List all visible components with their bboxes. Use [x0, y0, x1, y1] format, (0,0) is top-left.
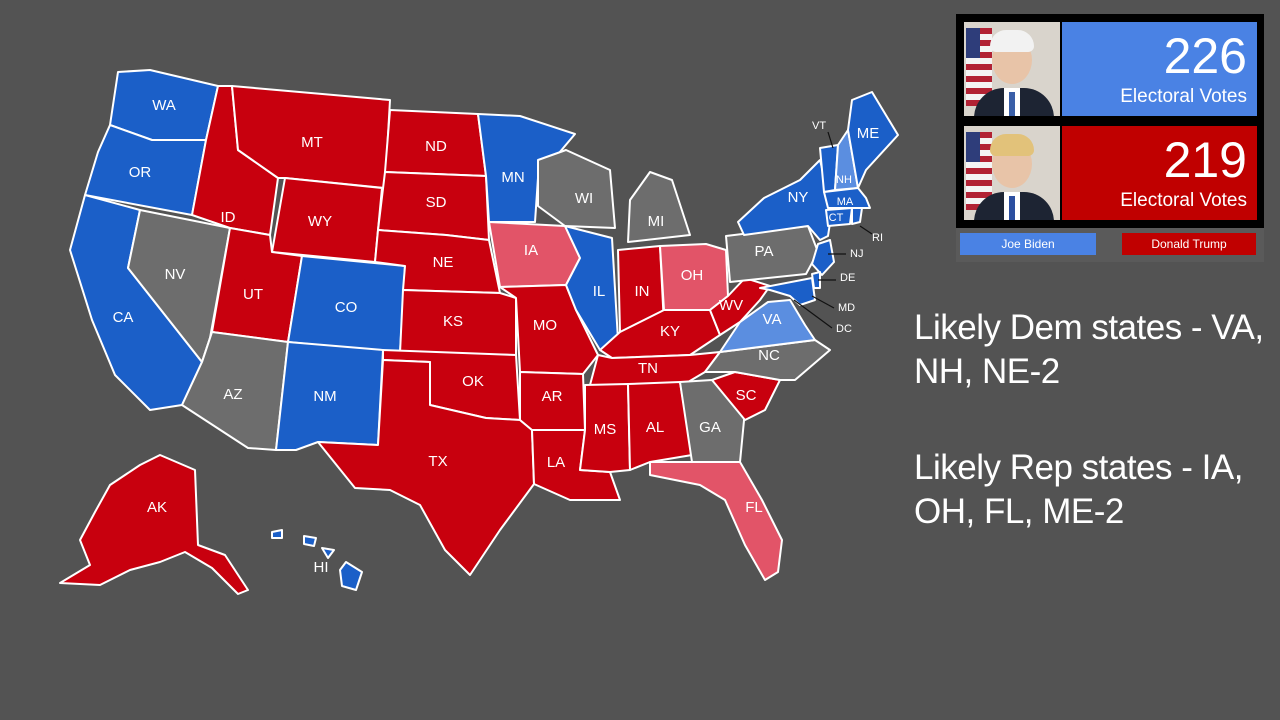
- state-label-ut: UT: [243, 286, 263, 303]
- state-label-oh: OH: [681, 267, 704, 284]
- state-label-ne: NE: [433, 254, 454, 271]
- state-label-pa: PA: [755, 243, 774, 260]
- state-label-de: DE: [840, 272, 855, 284]
- state-wv[interactable]: [709, 277, 771, 336]
- state-ak[interactable]: [59, 454, 249, 595]
- state-label-la: LA: [547, 454, 565, 471]
- likely-rep-line-2: OH, FL, ME-2: [914, 492, 1124, 531]
- state-label-sd: SD: [426, 194, 447, 211]
- rep-electoral-votes-label: Electoral Votes: [1120, 190, 1247, 211]
- state-hi[interactable]: [271, 529, 363, 591]
- state-label-ca: CA: [113, 309, 134, 326]
- state-label-wv: WV: [719, 297, 743, 314]
- biden-photo: [964, 22, 1060, 116]
- state-label-in: IN: [635, 283, 650, 300]
- state-label-wy: WY: [308, 213, 332, 230]
- state-label-ct: CT: [829, 212, 844, 224]
- state-fl[interactable]: [649, 461, 783, 581]
- state-ri[interactable]: [851, 207, 863, 225]
- rep-vote-box: 219 Electoral Votes: [1062, 126, 1257, 220]
- state-label-me: ME: [857, 125, 880, 142]
- state-label-ia: IA: [524, 242, 538, 259]
- state-label-il: IL: [593, 283, 606, 300]
- state-mn[interactable]: [477, 113, 576, 223]
- state-label-va: VA: [763, 311, 782, 328]
- electoral-scoreboard: 226 Electoral Votes 219 Electoral Votes: [956, 14, 1264, 262]
- state-label-ri: RI: [872, 232, 883, 244]
- dem-electoral-votes: 226: [1163, 28, 1247, 84]
- legend-biden: Joe Biden: [960, 233, 1096, 255]
- state-label-mn: MN: [501, 169, 524, 186]
- state-ct[interactable]: [825, 207, 853, 227]
- likely-dem-line-1: Likely Dem states - VA,: [914, 308, 1264, 347]
- state-label-ks: KS: [443, 313, 463, 330]
- state-label-wa: WA: [152, 97, 176, 114]
- state-label-hi: HI: [314, 559, 329, 576]
- us-electoral-map: WA OR CA NV ID MT WY UT AZ CO NM ND SD N…: [59, 69, 899, 595]
- state-label-nh: NH: [836, 174, 852, 186]
- state-label-sc: SC: [736, 387, 757, 404]
- state-label-mt: MT: [301, 134, 323, 151]
- state-label-az: AZ: [223, 386, 242, 403]
- rep-candidate-row: 219 Electoral Votes: [961, 124, 1259, 222]
- state-label-nm: NM: [313, 388, 336, 405]
- state-label-vt: VT: [812, 120, 826, 132]
- state-label-al: AL: [646, 419, 664, 436]
- state-label-id: ID: [221, 209, 236, 226]
- state-label-ak: AK: [147, 499, 167, 516]
- label-leader-lines: [793, 131, 873, 329]
- state-label-or: OR: [129, 164, 152, 181]
- state-label-ar: AR: [542, 388, 563, 405]
- state-label-nv: NV: [165, 266, 186, 283]
- state-label-nj: NJ: [850, 248, 863, 260]
- state-label-ga: GA: [699, 419, 721, 436]
- dem-candidate-row: 226 Electoral Votes: [961, 20, 1259, 118]
- state-label-mo: MO: [533, 317, 557, 334]
- state-mi[interactable]: [627, 171, 691, 243]
- state-label-dc: DC: [836, 323, 852, 335]
- dem-vote-box: 226 Electoral Votes: [1062, 22, 1257, 116]
- trump-photo: [964, 126, 1060, 220]
- state-label-mi: MI: [648, 213, 665, 230]
- state-label-ny: NY: [788, 189, 809, 206]
- likely-dem-line-2: NH, NE-2: [914, 352, 1060, 391]
- state-label-ky: KY: [660, 323, 680, 340]
- likely-dem-note: Likely Dem states - VA, NH, NE-2: [914, 306, 1264, 394]
- state-label-tx: TX: [428, 453, 447, 470]
- state-ny[interactable]: [737, 159, 833, 241]
- state-il[interactable]: [564, 225, 619, 351]
- state-label-co: CO: [335, 299, 358, 316]
- state-nj[interactable]: [811, 239, 835, 276]
- state-label-nc: NC: [758, 347, 780, 364]
- state-label-md: MD: [838, 302, 855, 314]
- state-label-nd: ND: [425, 138, 447, 155]
- state-label-ok: OK: [462, 373, 484, 390]
- state-label-ma: MA: [837, 196, 854, 208]
- state-al[interactable]: [627, 381, 693, 471]
- state-label-fl: FL: [745, 499, 763, 516]
- likely-rep-note: Likely Rep states - IA, OH, FL, ME-2: [914, 446, 1243, 534]
- legend-trump: Donald Trump: [1122, 233, 1256, 255]
- state-label-ms: MS: [594, 421, 617, 438]
- likely-rep-line-1: Likely Rep states - IA,: [914, 448, 1243, 487]
- state-ks[interactable]: [399, 289, 517, 356]
- state-ma[interactable]: [823, 187, 871, 209]
- state-label-tn: TN: [638, 360, 658, 377]
- state-label-wi: WI: [575, 190, 593, 207]
- dem-electoral-votes-label: Electoral Votes: [1120, 86, 1247, 107]
- candidate-legend: Joe Biden Donald Trump: [956, 228, 1264, 262]
- flag-icon: [966, 28, 992, 106]
- state-wi[interactable]: [537, 149, 616, 229]
- state-tx[interactable]: [317, 359, 535, 576]
- rep-electoral-votes: 219: [1163, 132, 1247, 188]
- state-sc[interactable]: [711, 371, 781, 421]
